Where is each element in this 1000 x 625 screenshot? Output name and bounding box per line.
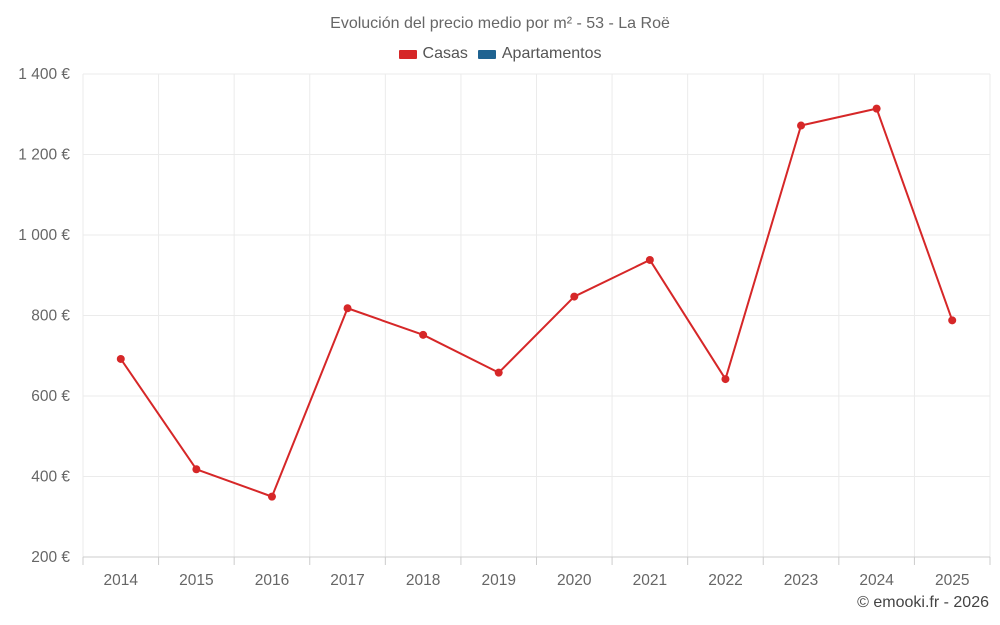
x-tick-label: 2025 [935,572,969,589]
x-tick-label: 2018 [406,572,440,589]
legend-item-apartamentos[interactable]: Apartamentos [477,45,602,63]
legend: Casas Apartamentos [0,45,1000,63]
x-tick-label: 2024 [859,572,894,589]
y-tick-label: 200 € [31,549,70,566]
series-casas [116,104,957,501]
grid [82,73,991,558]
data-point-casas [267,492,276,501]
data-point-casas [419,330,428,339]
legend-swatch-apartamentos [477,49,496,59]
y-tick-label: 1 200 € [18,147,70,164]
chart-title: Evolución del precio medio por m² - 53 -… [330,15,670,32]
data-point-casas [645,255,654,264]
y-tick-label: 1 000 € [18,227,70,244]
x-tick-label: 2021 [633,572,667,589]
axes: 200 € 400 € 600 € 800 € 1 000 € 1 200 € 1 400 … [18,66,991,589]
series-line-casas [119,107,954,498]
x-tick-label: 2019 [481,572,515,589]
x-tick-label: 2020 [557,572,592,589]
x-tick-label: 2016 [255,572,289,589]
x-tick-label: 2015 [179,572,213,589]
data-point-casas [116,354,125,363]
legend-swatch-casas [398,49,417,59]
legend-item-casas[interactable]: Casas [398,45,468,63]
y-tick-label: 400 € [31,469,70,486]
x-tick-label: 2014 [104,572,139,589]
x-tick-label: 2017 [330,572,364,589]
y-tick-label: 800 € [31,308,70,325]
x-tick-label: 2023 [784,572,818,589]
y-tick-label: 1 400 € [18,66,70,83]
credit-text: © emooki.fr - 2026 [857,594,989,611]
data-point-casas [494,368,503,377]
y-tick-label: 600 € [31,388,70,405]
data-point-casas [797,121,806,130]
data-point-casas [192,465,201,474]
legend-label-casas: Casas [422,45,468,62]
data-point-casas [948,316,957,325]
data-point-casas [570,292,579,301]
data-point-casas [343,304,352,313]
x-tick-label: 2022 [708,572,742,589]
data-point-casas [872,104,881,113]
legend-label-apartamentos: Apartamentos [501,45,602,62]
data-point-casas [721,375,730,384]
